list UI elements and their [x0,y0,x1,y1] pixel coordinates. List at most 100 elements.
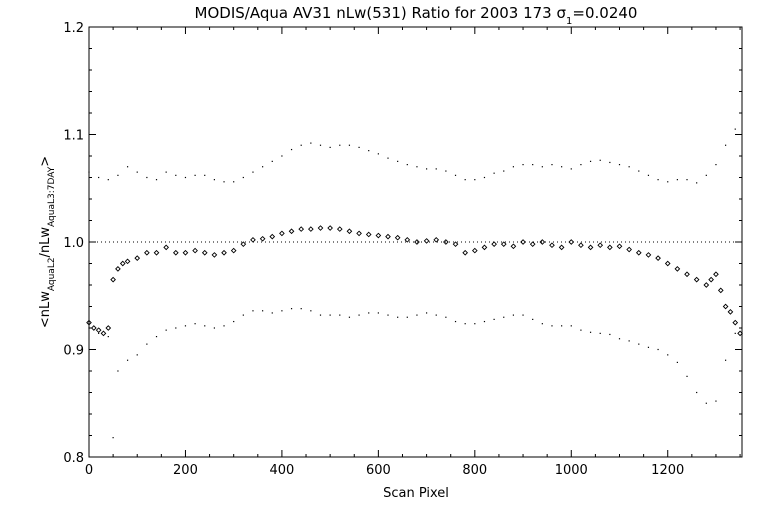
data-point-lower [512,314,515,316]
data-point-lower [223,325,225,327]
data-point-lower [242,314,244,316]
data-point-mean [481,244,488,251]
data-point-upper [271,160,273,162]
data-point-lower [146,343,148,345]
data-point-mean [86,319,92,326]
data-point-mean [211,252,218,258]
data-point-upper [628,166,630,168]
data-point-upper [561,166,563,168]
data-point-mean [717,287,724,294]
data-point-mean [500,241,507,247]
data-point-upper [262,166,264,168]
data-point-upper [667,181,669,183]
data-point-upper [175,174,177,176]
data-point-mean [727,309,734,315]
data-point-upper [638,170,640,172]
data-point-mean [471,247,478,254]
y-label-sub-1: AquaL2 [47,257,57,291]
data-point-lower [406,316,408,318]
data-point-lower [676,361,678,363]
data-point-upper [406,164,408,166]
data-point-upper [425,168,428,170]
data-point-mean [722,303,729,310]
data-point-lower [589,331,592,333]
y-axis-label: <nLwAquaL2/nLwAquaL3:7DAY> [38,156,57,328]
data-point-mean [732,319,739,326]
chart-title-prefix: MODIS/Aqua AV31 nLw(531) Ratio for 2003 … [195,4,557,22]
data-point-mean [645,252,652,258]
data-point-mean [240,241,247,247]
data-point-lower [570,325,572,327]
data-point-mean [119,260,126,267]
data-point-upper [493,172,495,174]
data-point-mean [539,239,546,245]
data-point-lower [213,327,215,329]
data-point-mean [674,266,681,272]
data-point-upper [204,174,206,176]
data-point-mean [443,239,449,245]
data-point-lower [271,312,273,314]
data-point-upper [618,164,621,166]
chart-title-sigma-sub: 1 [566,16,572,27]
y-tick-label: 1.0 [63,236,84,251]
data-point-lower [233,320,235,323]
data-point-mean [115,266,121,272]
data-point-upper [580,164,582,166]
data-point-upper [705,174,707,176]
data-point-lower [532,318,534,320]
data-point-upper [377,153,379,155]
data-point-lower [204,325,206,327]
data-point-upper [454,174,457,176]
data-point-upper [725,144,727,146]
data-point-mean [269,233,276,240]
data-point-mean [308,226,314,232]
data-point-upper [88,171,90,173]
data-point-mean [144,249,150,256]
data-point-upper [551,164,553,166]
data-point-mean [90,325,97,331]
data-point-lower [358,314,360,316]
data-point-mean [529,241,536,247]
y-label-part-3: > [38,156,53,167]
data-point-mean [259,235,266,242]
data-point-mean [346,228,353,235]
data-point-mean [153,249,160,256]
chart-title: MODIS/Aqua AV31 nLw(531) Ratio for 2003 … [195,4,638,27]
data-point-mean [693,276,700,283]
data-point-upper [512,166,515,168]
data-point-lower [310,310,312,312]
data-point-mean [134,255,141,261]
data-point-lower [580,329,582,331]
data-point-mean [452,241,459,247]
data-point-mean [221,249,227,256]
data-point-lower [551,325,553,327]
data-point-upper [647,174,650,176]
series-lower [88,308,736,439]
data-point-mean [607,244,613,251]
y-tick-label: 0.9 [63,344,84,359]
data-point-upper [570,168,572,170]
data-point-lower [262,310,264,312]
data-point-mean [385,233,391,240]
chart-title-suffix: =0.0240 [572,4,637,22]
data-point-mean [105,325,112,331]
y-tick-label: 1.1 [63,129,84,144]
data-point-lower [474,323,476,325]
data-point-lower [348,316,351,318]
data-point-lower [638,343,640,345]
data-point-upper [435,168,437,170]
data-point-mean [520,239,526,245]
data-point-mean [578,242,584,249]
data-point-lower [126,359,129,361]
data-point-lower [483,320,486,323]
data-point-upper [281,155,283,157]
data-point-mean [394,234,401,241]
data-point-mean [201,249,208,256]
data-point-lower [561,325,563,327]
data-point-lower [628,340,630,342]
data-point-upper [696,182,698,184]
data-point-upper [310,142,312,144]
data-point-upper [98,176,100,179]
